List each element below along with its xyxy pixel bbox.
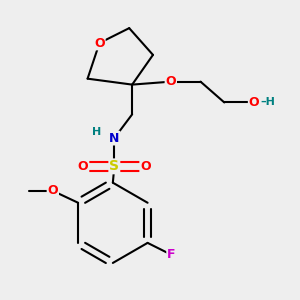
Text: O: O (166, 75, 176, 88)
Text: S: S (109, 159, 119, 173)
Text: O: O (249, 96, 259, 109)
Text: N: N (109, 132, 119, 145)
Text: O: O (78, 160, 88, 173)
Text: H: H (92, 127, 102, 136)
Text: O: O (94, 37, 105, 50)
Text: F: F (167, 248, 176, 261)
Text: –H: –H (261, 98, 276, 107)
Text: O: O (47, 184, 58, 197)
Text: O: O (140, 160, 151, 173)
